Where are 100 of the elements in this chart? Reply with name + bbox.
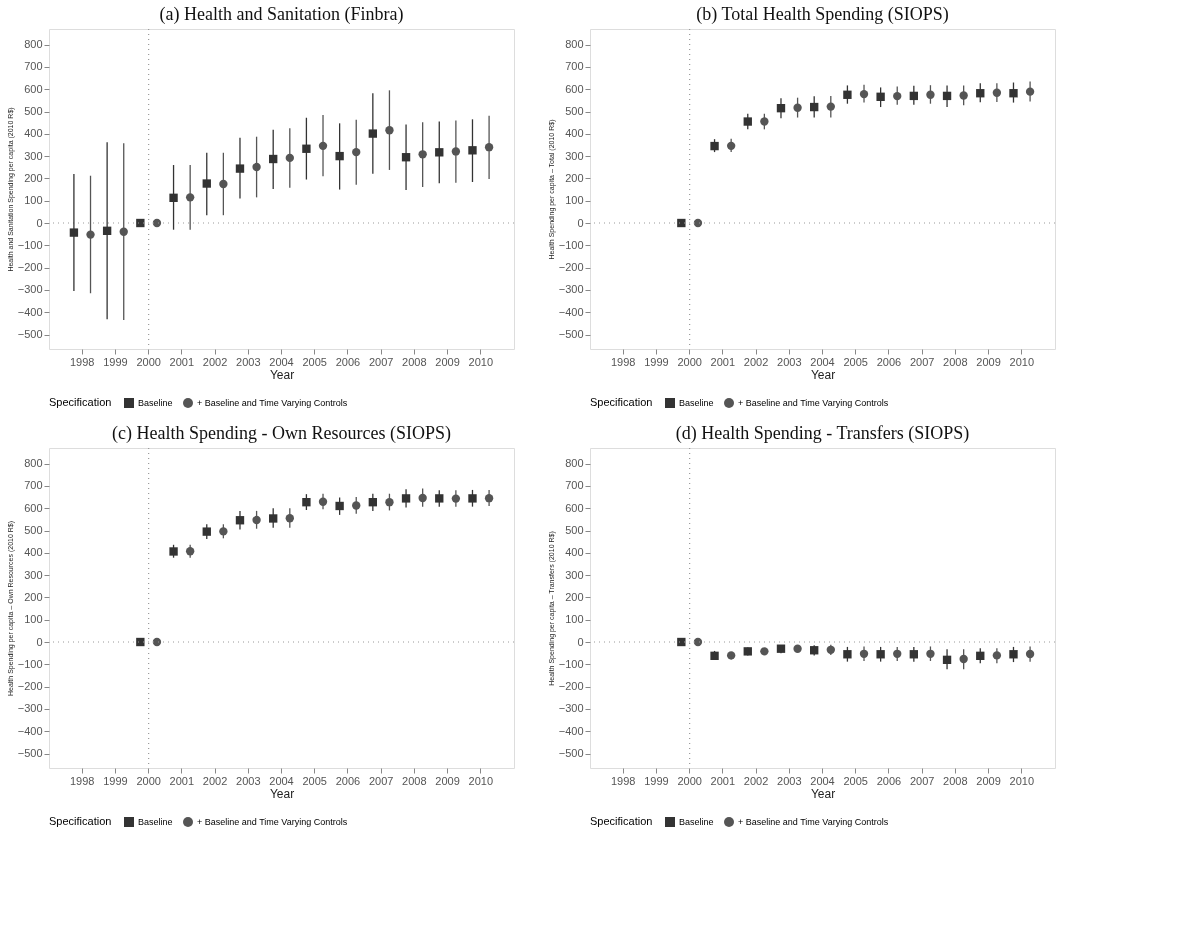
y-tick-label: −400 — [558, 305, 584, 318]
y-tick-label: 300 — [565, 568, 584, 581]
legend-title: Specification — [49, 815, 112, 827]
y-tick-label: −400 — [558, 724, 584, 737]
x-tick-label: 2000 — [677, 355, 702, 368]
legend-label: Baseline — [138, 817, 173, 827]
y-tick-label: −200 — [558, 261, 584, 274]
y-tick-label: 200 — [565, 590, 584, 603]
x-tick-label: 2002 — [743, 355, 769, 368]
y-tick-label: 400 — [565, 546, 584, 559]
x-tick-label: 2001 — [169, 774, 195, 787]
x-tick-label: 2008 — [943, 774, 968, 787]
y-tick-label: −500 — [558, 747, 584, 760]
chart-title: (a) Health and Sanitation (Finbra) — [159, 4, 404, 26]
y-tick-label: −100 — [17, 657, 43, 670]
x-tick-label: 2009 — [435, 774, 460, 787]
y-tick-label: −300 — [17, 283, 43, 296]
legend-label: + Baseline and Time Varying Controls — [738, 398, 889, 408]
x-tick-label: 2007 — [909, 355, 935, 368]
y-tick-label: −200 — [558, 680, 584, 693]
x-tick-label: 2006 — [335, 774, 361, 787]
y-tick-label: 500 — [565, 105, 584, 118]
y-tick-label: −500 — [558, 328, 584, 341]
legend-title: Specification — [590, 396, 653, 408]
y-tick-label: 100 — [565, 613, 584, 626]
y-tick-label: 700 — [565, 60, 584, 73]
x-axis-title: Year — [269, 367, 295, 382]
x-tick-label: 1998 — [69, 774, 95, 787]
x-axis-title: Year — [269, 786, 295, 801]
y-tick-label: 200 — [24, 590, 43, 603]
y-tick-label: 400 — [565, 127, 584, 140]
x-axis-title: Year — [810, 367, 836, 382]
x-tick-label: 2000 — [136, 355, 161, 368]
x-tick-label: 2004 — [810, 774, 835, 787]
x-tick-label: 2004 — [269, 355, 294, 368]
x-tick-label: 2001 — [710, 355, 736, 368]
y-tick-label: −500 — [17, 328, 43, 341]
y-tick-label: −200 — [17, 680, 43, 693]
y-tick-label: 800 — [24, 457, 43, 470]
x-tick-label: 2007 — [368, 355, 394, 368]
x-tick-label: 2005 — [302, 355, 327, 368]
legend-label: Baseline — [679, 817, 714, 827]
y-tick-label: 500 — [24, 105, 43, 118]
x-tick-label: 2005 — [843, 774, 868, 787]
y-tick-label: 0 — [36, 635, 43, 648]
y-tick-label: 200 — [24, 171, 43, 184]
x-tick-label: 2007 — [909, 774, 935, 787]
x-tick-label: 2006 — [876, 355, 902, 368]
y-tick-label: −100 — [17, 238, 43, 251]
x-tick-label: 2007 — [368, 774, 394, 787]
x-tick-label: 2009 — [435, 355, 460, 368]
y-tick-label: 100 — [565, 194, 584, 207]
x-axis-title: Year — [810, 786, 836, 801]
x-tick-label: 1998 — [69, 355, 95, 368]
chart-title: (b) Total Health Spending (SIOPS) — [696, 4, 949, 26]
x-tick-label: 2002 — [202, 355, 228, 368]
y-tick-label: 600 — [565, 82, 584, 95]
x-tick-label: 2003 — [236, 355, 261, 368]
y-tick-label: −400 — [17, 305, 43, 318]
legend-label: Baseline — [679, 398, 714, 408]
y-tick-label: 100 — [24, 613, 43, 626]
y-tick-label: 500 — [24, 524, 43, 537]
y-tick-label: −300 — [558, 283, 584, 296]
y-tick-label: 400 — [24, 546, 43, 559]
y-tick-label: 700 — [24, 479, 43, 492]
y-tick-label: 800 — [565, 38, 584, 51]
x-tick-label: 2009 — [976, 774, 1001, 787]
y-tick-label: 300 — [24, 568, 43, 581]
y-tick-label: 600 — [24, 82, 43, 95]
x-tick-label: 2004 — [810, 355, 835, 368]
y-tick-label: −300 — [558, 702, 584, 715]
x-tick-label: 1999 — [644, 355, 669, 368]
x-tick-label: 2003 — [777, 355, 802, 368]
x-tick-label: 2005 — [302, 774, 327, 787]
x-tick-label: 1999 — [103, 355, 128, 368]
x-tick-label: 2003 — [236, 774, 261, 787]
x-tick-label: 2008 — [943, 355, 968, 368]
x-tick-label: 2008 — [402, 774, 427, 787]
x-tick-label: 1999 — [644, 774, 669, 787]
y-tick-label: 0 — [36, 216, 43, 229]
x-tick-label: 2006 — [876, 774, 902, 787]
x-tick-label: 2004 — [269, 774, 294, 787]
x-tick-label: 1999 — [103, 774, 128, 787]
x-tick-label: 2001 — [169, 355, 195, 368]
legend-title: Specification — [590, 815, 653, 827]
y-tick-label: 0 — [577, 216, 584, 229]
x-tick-label: 2001 — [710, 774, 736, 787]
y-tick-label: −100 — [558, 657, 584, 670]
x-tick-label: 2009 — [976, 355, 1001, 368]
x-tick-label: 2000 — [677, 774, 702, 787]
x-tick-label: 2002 — [743, 774, 769, 787]
y-tick-label: −400 — [17, 724, 43, 737]
chart-title: (c) Health Spending - Own Resources (SIOPS) — [112, 423, 451, 445]
x-tick-label: 2006 — [335, 355, 361, 368]
y-tick-label: 500 — [565, 524, 584, 537]
y-tick-label: 400 — [24, 127, 43, 140]
x-tick-label: 1998 — [610, 355, 636, 368]
y-tick-label: 100 — [24, 194, 43, 207]
x-tick-label: 2010 — [468, 774, 494, 787]
legend-label: Baseline — [138, 398, 173, 408]
